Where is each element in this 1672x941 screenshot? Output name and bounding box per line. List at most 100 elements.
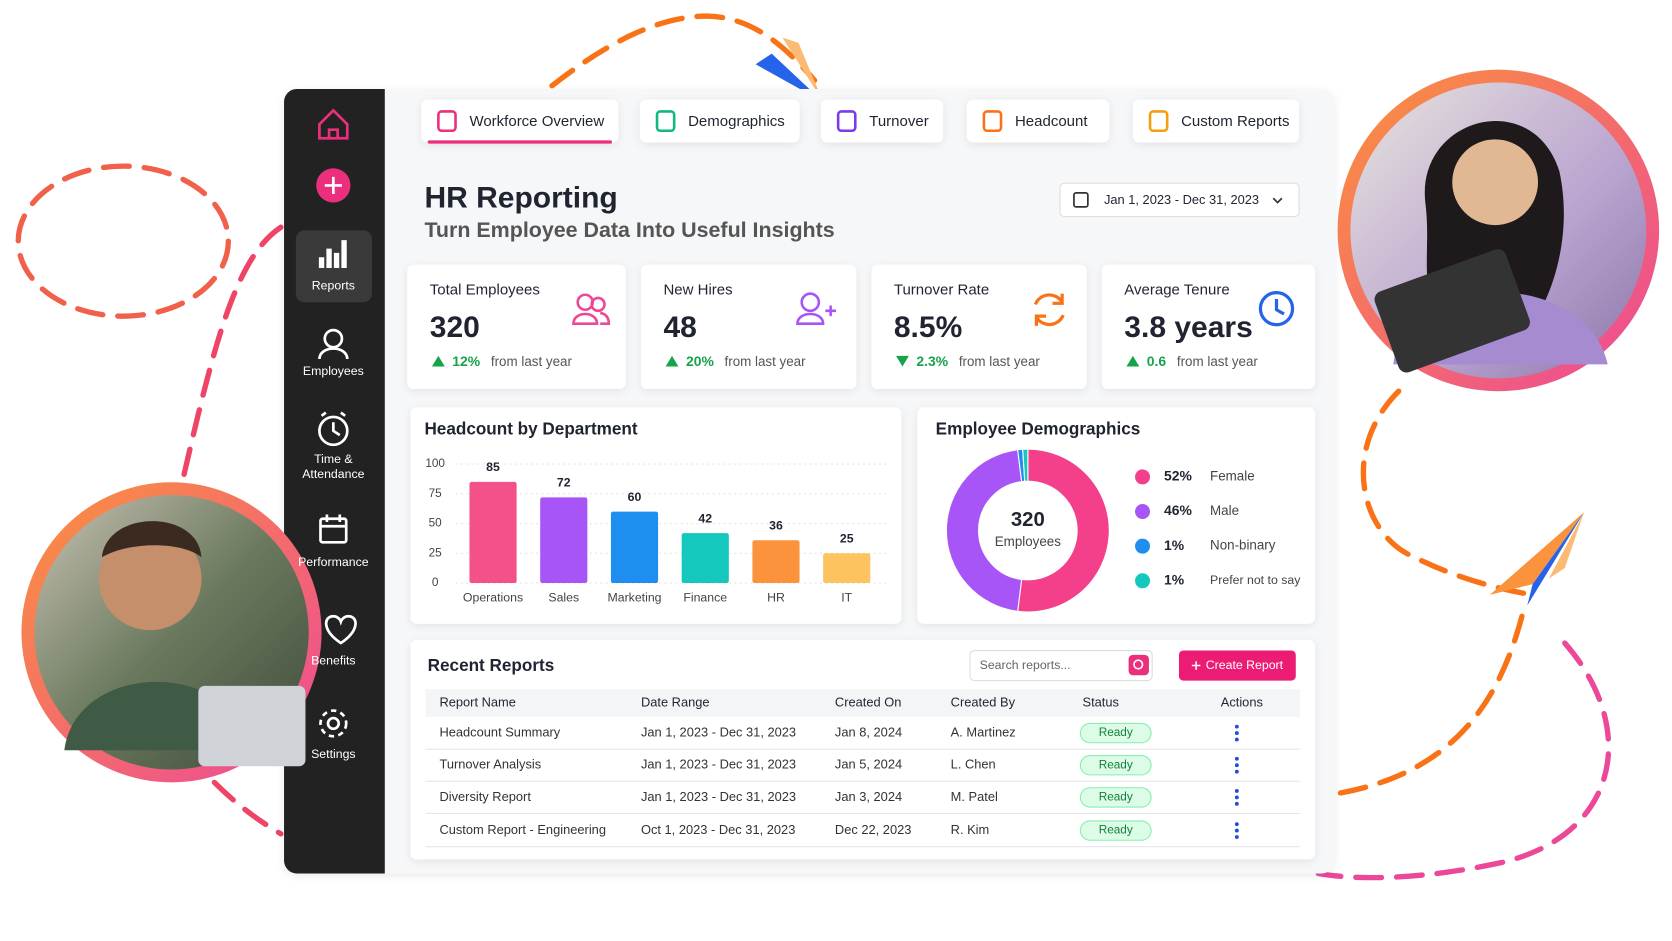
trend-arrow [431,355,445,367]
sidebar-label[interactable]: Benefits [311,654,355,668]
actions-menu[interactable] [1234,789,1239,793]
calendar-icon [1073,192,1089,208]
legend-value: 46% [1164,502,1192,518]
status-pill [1079,755,1152,776]
actions-menu[interactable] [1234,724,1239,729]
kpi-note: from last year [491,354,573,369]
sidebar-label[interactable]: Performance [298,555,369,569]
table-cell: R. Kim [951,822,990,837]
date-picker[interactable] [1059,182,1300,218]
x-tick-label: Finance [683,590,727,604]
tab-label[interactable]: Headcount [1015,113,1088,130]
create-button-label[interactable]: Create Report [1206,658,1284,672]
search-placeholder: Search reports... [980,658,1071,672]
sidebar-label[interactable]: Settings [311,747,355,761]
status-pill [1079,722,1152,744]
actions-menu[interactable] [1234,801,1239,806]
column-header: Created By [951,694,1016,709]
x-tick-label: Sales [548,590,579,604]
tab[interactable] [1132,99,1299,143]
donut-center-label: Employees [995,534,1061,549]
kpi-label: New Hires [663,281,732,298]
legend-label: Male [1210,503,1239,518]
status-label: Ready [1099,824,1133,837]
tab-icon [836,110,857,133]
table-title: Recent Reports [428,655,555,675]
create-button[interactable] [1178,650,1296,681]
kpi-change: 12% [452,353,480,369]
legend-dot [1135,538,1151,554]
tab[interactable] [639,99,800,143]
search-box[interactable] [969,650,1153,682]
content: Reports Employees Time &Attendance Performa… [298,99,1301,848]
donut-slice [1017,448,1110,613]
table-cell: Headcount Summary [439,724,560,739]
table-cell: Jan 3, 2024 [835,789,902,804]
kpi-label: Turnover Rate [894,281,989,298]
bar-value-label: 72 [557,476,571,490]
bar [469,481,517,584]
x-tick-label: HR [767,590,785,604]
sidebar-label[interactable]: Employees [303,364,364,378]
search-button[interactable] [1128,654,1149,676]
tab-icon [655,110,676,133]
tab[interactable] [966,99,1110,143]
kpi-value: 48 [663,311,696,344]
bar-value-label: 85 [486,460,500,474]
avatar-photo [21,69,1660,783]
actions-menu[interactable] [1234,769,1239,774]
donut-slice [945,449,1023,612]
bar [540,497,588,584]
table-cell: Jan 5, 2024 [835,757,902,772]
x-tick-label: IT [841,590,852,604]
kpi-icons [572,290,1295,327]
kpi-change: 0.6 [1147,353,1167,369]
sidebar-active [295,230,372,303]
sidebar-label[interactable]: Reports [312,278,355,292]
status-pill [1079,787,1152,808]
bar-value-label: 60 [628,490,642,504]
actions-menu[interactable] [1234,822,1239,827]
kpi-label: Average Tenure [1124,281,1229,298]
table-cell: A. Martinez [951,724,1016,739]
actions-menu[interactable] [1234,763,1239,768]
tab[interactable] [421,99,619,143]
kpi-change: 2.3% [916,353,948,369]
table-cell: Diversity Report [439,789,531,804]
tab-label[interactable]: Workforce Overview [469,113,604,130]
page-subtitle: Turn Employee Data Into Useful Insights [424,218,834,242]
sidebar-label[interactable]: Time & [314,452,353,466]
actions-menu[interactable] [1234,835,1239,839]
legend-value: 52% [1164,468,1192,484]
table-cell: Jan 1, 2023 - Dec 31, 2023 [641,724,796,739]
actions-menu[interactable] [1234,756,1239,761]
table-cell: Turnover Analysis [439,757,541,772]
chevron [1272,197,1283,204]
column-header: Created On [835,694,901,709]
y-tick-label: 0 [432,576,439,589]
legend-label: Prefer not to say [1210,573,1301,587]
actions-menu[interactable] [1234,828,1239,833]
actions-menu[interactable] [1234,731,1239,736]
legend-dot [1135,469,1151,485]
tab-icon [1148,110,1169,133]
bar-value-label: 36 [769,519,783,533]
legend-label: Non-binary [1210,538,1276,553]
tab-label[interactable]: Custom Reports [1181,113,1289,130]
y-tick-label: 50 [429,517,443,530]
bar-value-label: 42 [698,511,712,525]
kpi-value: 8.5% [894,311,962,344]
kpi-note: from last year [1177,354,1259,369]
sidebar-label[interactable]: Attendance [302,467,364,481]
column-header: Date Range [641,694,710,709]
tab-label[interactable]: Turnover [869,113,928,130]
actions-menu[interactable] [1234,795,1239,800]
donut-slice [1022,448,1029,482]
search-icon [1133,659,1144,670]
actions-menu[interactable] [1234,737,1239,742]
legend-value: 1% [1164,571,1185,587]
kpi-value: 320 [430,311,480,344]
trend-arrow [665,355,679,367]
tab-label[interactable]: Demographics [688,113,785,130]
